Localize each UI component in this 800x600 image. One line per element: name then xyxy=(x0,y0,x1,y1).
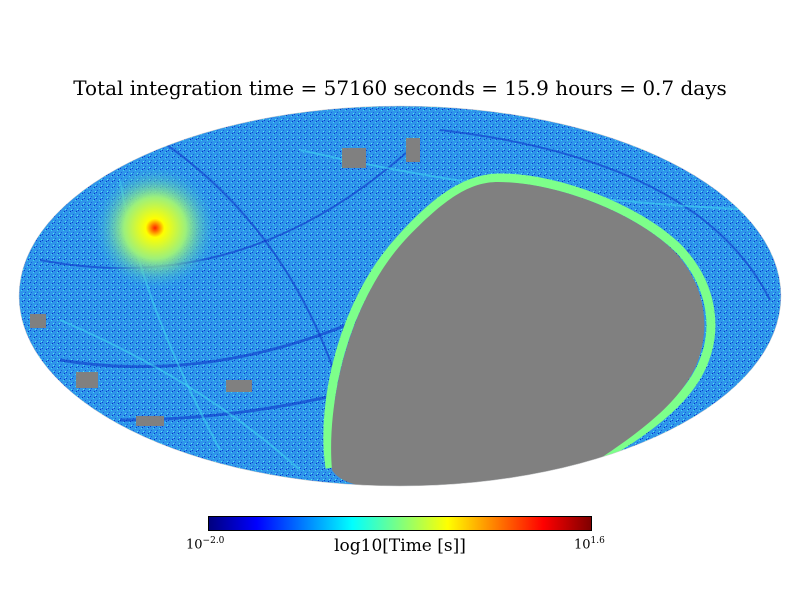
colorbar-min-label: 10−2.0 xyxy=(186,536,225,553)
unobserved-region xyxy=(331,182,705,486)
gap-patches xyxy=(30,138,420,426)
map-title: Total integration time = 57160 seconds =… xyxy=(73,76,727,100)
coverage-boundary xyxy=(323,173,716,469)
colorbar-label: log10[Time [s]] xyxy=(334,536,466,556)
colorbar xyxy=(208,516,592,531)
sky-coverage xyxy=(19,106,781,486)
colorbar-max-label: 101.6 xyxy=(574,536,605,553)
hotspot xyxy=(93,166,217,290)
